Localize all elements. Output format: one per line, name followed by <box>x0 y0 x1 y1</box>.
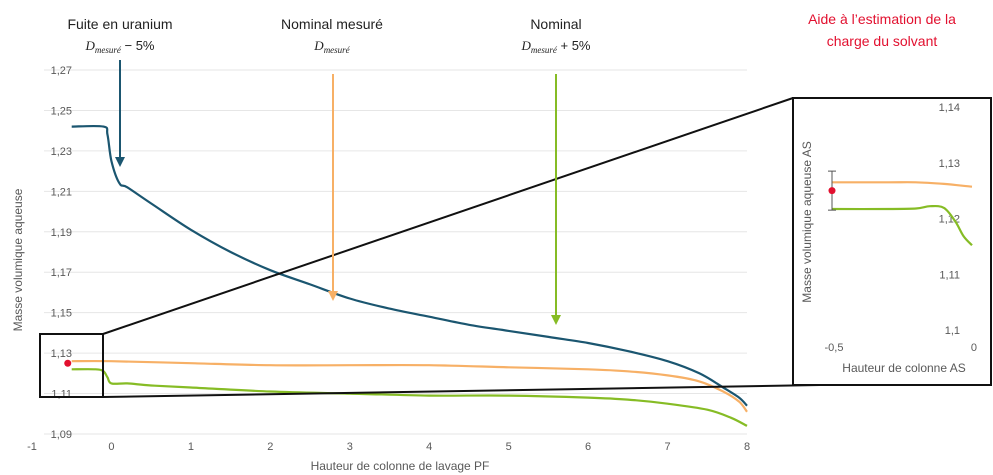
main-y-axis-title: Masse volumique aqueuse <box>11 188 25 331</box>
annotation-fuite-base: D <box>85 38 96 53</box>
inset-y-tick-label: 1,14 <box>939 102 960 114</box>
inset-panel <box>792 97 992 386</box>
main-grid <box>44 69 747 435</box>
x-tick-label: 7 <box>664 441 670 453</box>
inset-measured-point <box>828 187 836 195</box>
y-tick-label: 1,21 <box>51 186 72 198</box>
inset-y-tick-label: 1,11 <box>939 269 960 281</box>
inset-x-tick-label: 0 <box>971 342 977 354</box>
inset-x-tick-label: -0,5 <box>825 342 844 354</box>
zoom-connector-top <box>102 97 794 335</box>
annotation-fuite-formula: Dmesuré − 5% <box>85 38 155 55</box>
annotation-nominal-plus-suffix: + 5% <box>557 38 591 53</box>
x-tick-label: 6 <box>585 441 591 453</box>
help-note-line-2: charge du solvant <box>827 33 938 49</box>
annotation-fuite-sub: mesuré <box>95 45 122 55</box>
inset-y-tick-label: 1,12 <box>939 214 960 226</box>
y-tick-label: 1,25 <box>51 105 72 117</box>
inset-series-line-nominal-plus <box>831 204 973 247</box>
series-line-nominal-plus <box>71 368 748 427</box>
inset-series-line-nominal-mesure <box>832 181 973 188</box>
x-tick-label: 8 <box>744 441 750 453</box>
arrow-fuite-head <box>115 157 125 167</box>
y-tick-label: 1,19 <box>51 227 72 239</box>
y-tick-label: 1,23 <box>51 146 72 158</box>
annotation-nominal-plus-base: D <box>521 38 532 53</box>
y-tick-label: 1,27 <box>51 65 72 77</box>
inset-y-tick-label: 1,13 <box>939 158 960 170</box>
zoom-box <box>39 333 104 398</box>
inset-series <box>828 170 973 247</box>
x-tick-label: -1 <box>27 441 37 453</box>
annotation-nominal-mesure: Nominal mesuré Dmesuré <box>281 16 383 301</box>
y-tick-label: 1,13 <box>51 348 72 360</box>
y-tick-label: 1,17 <box>51 267 72 279</box>
inset-y-tick-label: 1,1 <box>945 325 960 337</box>
x-tick-label: 4 <box>426 441 432 453</box>
main-series <box>64 124 748 427</box>
x-tick-label: 0 <box>108 441 114 453</box>
annotation-nominal-plus: Nominal Dmesuré + 5% <box>521 16 591 325</box>
help-note: Aide à l’estimation de la charge du solv… <box>808 11 956 49</box>
annotation-fuite-suffix: − 5% <box>121 38 155 53</box>
annotation-nominal-plus-sub: mesuré <box>531 45 558 55</box>
y-tick-label: 1,15 <box>51 308 72 320</box>
main-x-axis-title: Hauteur de colonne de lavage PF <box>311 459 490 473</box>
x-tick-label: 1 <box>188 441 194 453</box>
series-line-fuite <box>71 124 748 407</box>
arrow-nominal-mesure-head <box>328 291 338 301</box>
y-tick-label: 1,09 <box>51 429 72 441</box>
x-tick-label: 5 <box>506 441 512 453</box>
annotation-nominal-plus-title: Nominal <box>530 16 581 32</box>
help-note-line-1: Aide à l’estimation de la <box>808 11 956 27</box>
arrow-nominal-plus-head <box>551 315 561 325</box>
annotation-fuite-title: Fuite en uranium <box>67 16 172 32</box>
y-tick-label: 1,11 <box>51 389 72 401</box>
annotation-fuite: Fuite en uranium Dmesuré − 5% <box>67 16 173 167</box>
annotation-nominal-mesure-title: Nominal mesuré <box>281 16 383 32</box>
measured-point <box>64 359 72 367</box>
inset-ticks: 1,1 1,11 1,12 1,13 1,14 -0,5 0 <box>825 102 977 354</box>
x-tick-label: 3 <box>347 441 353 453</box>
annotation-nominal-mesure-formula: Dmesuré <box>313 38 350 55</box>
x-tick-label: 2 <box>267 441 273 453</box>
main-y-ticks: 1,09 1,11 1,13 1,15 1,17 1,19 1,21 1,23 1,25 1,27 <box>51 65 72 441</box>
inset-x-axis-title: Hauteur de colonne AS <box>842 361 965 375</box>
zoom-connector-bottom <box>102 384 821 398</box>
inset-y-axis-title: Masse volumique aqueuse AS <box>800 141 814 302</box>
series-line-nominal-mesure <box>71 359 748 413</box>
main-x-ticks: -1 0 1 2 3 4 5 6 7 8 <box>27 441 750 453</box>
annotation-nominal-plus-formula: Dmesuré + 5% <box>521 38 591 55</box>
annotation-nominal-mesure-base: D <box>313 38 324 53</box>
annotation-nominal-mesure-sub: mesuré <box>324 45 351 55</box>
